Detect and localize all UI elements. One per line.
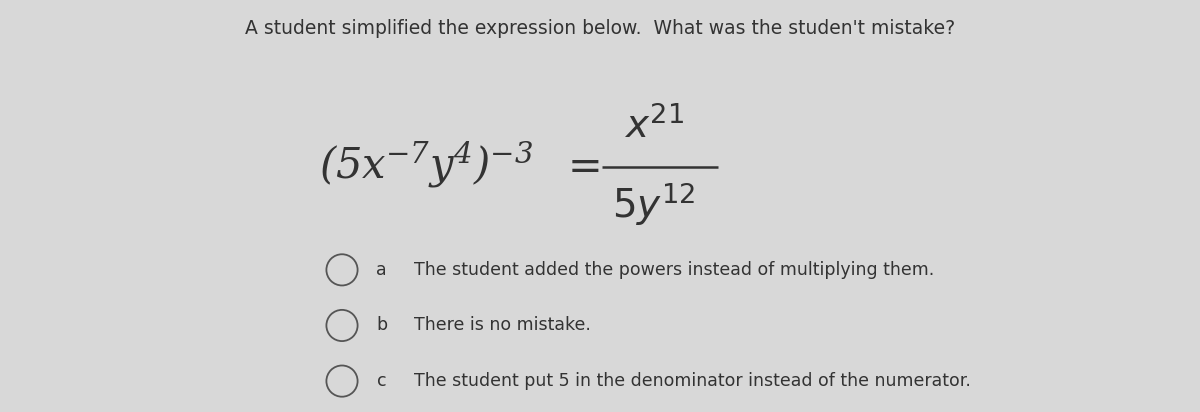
Text: $5y^{12}$: $5y^{12}$ xyxy=(612,180,696,228)
Text: $\mathdefault{(5x^{-7}y^{4})^{-3}}$: $\mathdefault{(5x^{-7}y^{4})^{-3}}$ xyxy=(319,139,533,190)
Text: $x^{21}$: $x^{21}$ xyxy=(624,106,684,145)
Text: The student added the powers instead of multiplying them.: The student added the powers instead of … xyxy=(414,261,935,279)
Text: b: b xyxy=(376,316,388,335)
Text: A student simplified the expression below.  What was the studen't mistake?: A student simplified the expression belo… xyxy=(245,19,955,37)
Text: There is no mistake.: There is no mistake. xyxy=(414,316,590,335)
Text: c: c xyxy=(377,372,386,390)
Text: The student put 5 in the denominator instead of the numerator.: The student put 5 in the denominator ins… xyxy=(414,372,971,390)
Text: $=$: $=$ xyxy=(559,144,600,186)
Text: a: a xyxy=(377,261,386,279)
